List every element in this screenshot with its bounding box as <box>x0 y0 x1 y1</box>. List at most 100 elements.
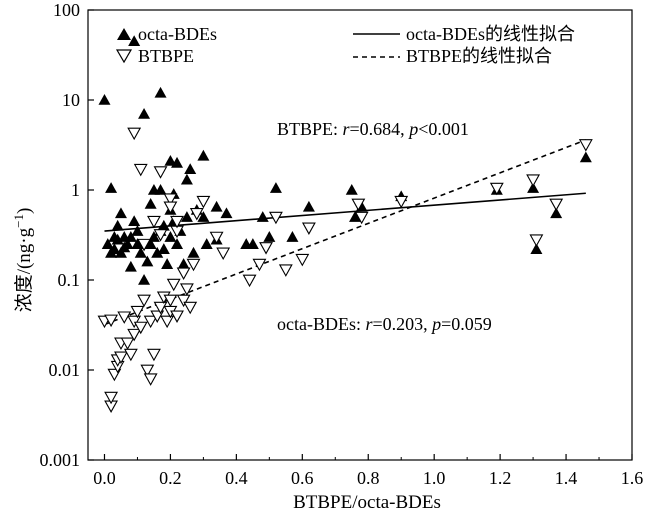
btbpe-point <box>117 311 132 324</box>
legend-btbpe-fit-label: BTBPE的线性拟合 <box>406 46 552 66</box>
octa-bdes-point <box>527 182 540 193</box>
btbpe-point <box>170 215 184 229</box>
btbpe-point <box>123 348 138 362</box>
octa-bdes-fit-line <box>104 192 586 232</box>
btbpe-point <box>549 198 564 212</box>
btbpe-point <box>170 310 184 323</box>
annotation-octa-r-value: =0.203, <box>373 314 433 334</box>
y-tick-label: 0.001 <box>40 450 81 470</box>
octa-bdes-point <box>269 182 282 193</box>
btbpe-point <box>295 253 310 267</box>
btbpe-point <box>137 238 151 252</box>
octa-bdes-point <box>98 94 111 105</box>
y-tick-label: 0.01 <box>49 360 81 380</box>
octa-bdes-point <box>144 238 157 249</box>
y-tick-label: 10 <box>62 90 80 110</box>
octa-bdes-point <box>147 231 160 242</box>
btbpe-point <box>578 139 593 152</box>
x-axis-title: BTBPE/octa-BDEs <box>293 492 441 513</box>
octa-bdes-point <box>134 246 147 258</box>
octa-bdes-point <box>184 163 197 175</box>
octa-bdes-point <box>124 260 137 272</box>
btbpe-point <box>301 222 316 235</box>
octa-bdes-point <box>128 35 141 47</box>
legend-btbpe-label: BTBPE <box>138 46 194 66</box>
octa-bdes-point <box>345 184 358 195</box>
btbpe-point <box>278 264 293 277</box>
octa-bdes-point <box>138 274 151 285</box>
legend: octa-BDEs octa-BDEs的线性拟合 BTBPE BTBPE的线性拟… <box>115 24 575 66</box>
btbpe-point <box>489 182 504 196</box>
btbpe-point <box>176 267 191 281</box>
octa-bdes-point <box>108 243 121 254</box>
btbpe-point <box>166 278 181 292</box>
octa-bdes-point <box>263 231 276 242</box>
octa-bdes-point <box>144 197 157 209</box>
annotation-octa: octa-BDEs: r=0.203, p=0.059 <box>277 314 492 334</box>
octa-bdes-point <box>197 149 210 161</box>
octa-bdes-point <box>154 86 167 98</box>
octa-bdes-point <box>210 200 223 212</box>
y-tick-label: 0.1 <box>58 270 81 290</box>
btbpe-point <box>137 294 151 308</box>
octa-bdes-point <box>187 246 200 258</box>
btbpe-fit-line <box>104 139 587 326</box>
octa-bdes-point <box>200 238 213 249</box>
btbpe-point <box>196 195 211 209</box>
btbpe-point <box>354 211 369 225</box>
btbpe-point <box>114 351 128 364</box>
legend-octa-marker <box>117 28 131 40</box>
octa-bdes-point <box>141 255 154 267</box>
btbpe-point <box>526 174 541 187</box>
octa-bdes-point <box>157 219 170 231</box>
btbpe-point <box>104 391 119 405</box>
x-tick-label: 0.0 <box>93 468 116 488</box>
annotation-btbpe: BTBPE: r=0.684, p<0.001 <box>277 119 469 139</box>
octa-bdes-point <box>105 182 118 193</box>
legend-octa-fit-label: octa-BDEs的线性拟合 <box>406 24 575 44</box>
octa-bdes-point <box>157 243 170 254</box>
y-axis-title-close: ) <box>14 208 35 214</box>
legend-btbpe-marker <box>115 49 133 64</box>
btbpe-point <box>120 337 135 351</box>
octa-bdes-point <box>256 211 269 222</box>
octa-bdes-point <box>550 207 563 219</box>
annotation-btbpe-r-value: =0.684, <box>350 119 410 139</box>
octa-bdes-point <box>246 238 259 249</box>
octa-bdes-point <box>101 238 114 249</box>
axis-ticks <box>88 9 633 461</box>
x-tick-label: 0.6 <box>291 468 314 488</box>
x-tick-labels: 0.0 0.2 0.4 0.6 0.8 1.0 1.2 1.4 1.6 <box>93 468 643 488</box>
octa-bdes-point <box>121 238 134 249</box>
annotation-btbpe-p-value: <0.001 <box>418 119 469 139</box>
btbpe-point <box>143 315 158 329</box>
x-tick-label: 0.2 <box>159 468 182 488</box>
btbpe-point <box>216 247 231 261</box>
x-tick-label: 0.8 <box>357 468 380 488</box>
btbpe-point <box>104 314 119 328</box>
octa-bdes-point <box>161 258 174 269</box>
annotation-octa-p: p <box>430 314 441 334</box>
octa-bdes-point <box>164 231 177 242</box>
fit-lines <box>104 139 587 326</box>
btbpe-point <box>179 283 194 296</box>
octa-bdes-point <box>138 107 151 119</box>
octa-bdes-point <box>286 231 299 242</box>
btbpe-point <box>160 315 175 329</box>
btbpe-point <box>163 201 178 214</box>
octa-bdes-point <box>180 173 193 185</box>
btbpe-point <box>127 315 142 329</box>
btbpe-point <box>268 211 283 225</box>
octa-bdes-point <box>197 211 210 222</box>
btbpe-point <box>163 294 178 308</box>
btbpe-point <box>150 310 165 323</box>
btbpe-point <box>140 364 155 378</box>
octa-bdes-point <box>171 238 184 249</box>
octa-bdes-point <box>180 211 193 222</box>
annotation-btbpe-p: p <box>407 119 418 139</box>
btbpe-point <box>183 301 198 315</box>
x-tick-label: 1.0 <box>423 468 446 488</box>
y-tick-labels: 0.001 0.01 0.1 1 10 100 <box>40 0 81 470</box>
octa-bdes-point <box>530 243 543 254</box>
